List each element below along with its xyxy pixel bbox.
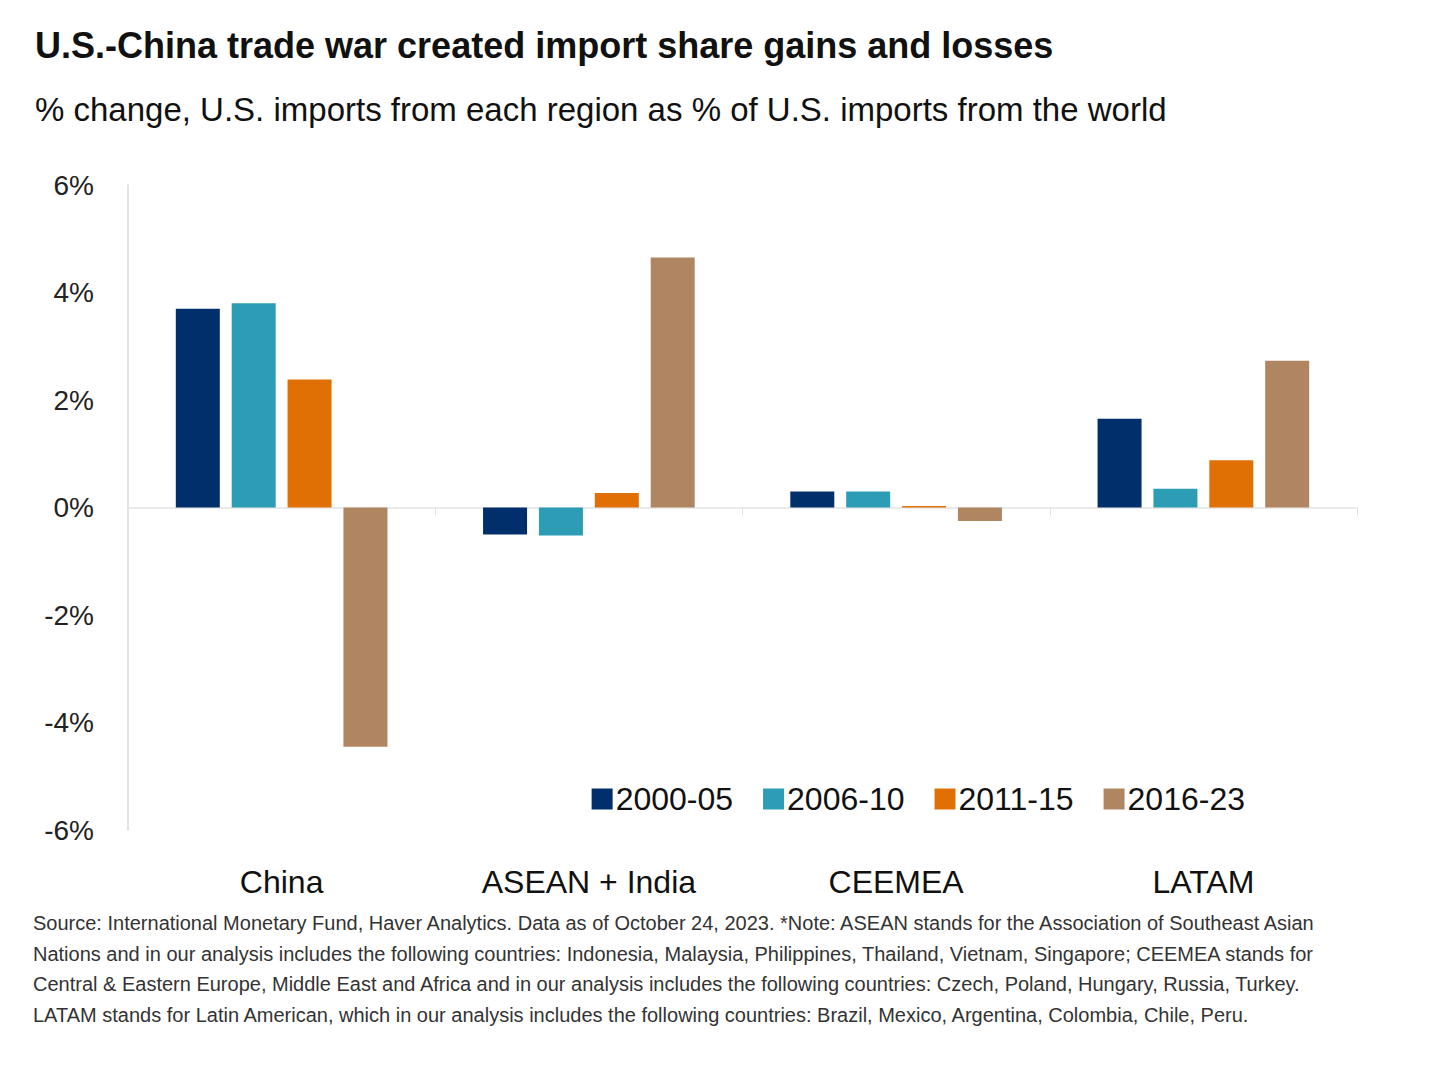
svg-text:-6%: -6% (44, 815, 94, 846)
html-text:Source: International Monetary: Source: International Monetary Fund, Hav… (33, 912, 1314, 1026)
svg-text:0%: 0% (54, 492, 94, 523)
svg-text:China: China (240, 864, 324, 900)
svg-text:2%: 2% (54, 385, 94, 416)
svg-text:2016-23: 2016-23 (1128, 781, 1245, 817)
svg-text:LATAM: LATAM (1152, 864, 1254, 900)
svg-text:4%: 4% (54, 277, 94, 308)
svg-text:% change, U.S. imports from ea: % change, U.S. imports from each region … (35, 91, 1167, 128)
svg-text:CEEMEA: CEEMEA (829, 864, 965, 900)
svg-text:ASEAN + India: ASEAN + India (482, 864, 697, 900)
svg-text:2000-05: 2000-05 (616, 781, 733, 817)
svg-text:6%: 6% (54, 170, 94, 201)
svg-text:-4%: -4% (44, 707, 94, 738)
svg-text:2011-15: 2011-15 (959, 781, 1074, 817)
svg-text:U.S.-China trade war created i: U.S.-China trade war created import shar… (35, 25, 1053, 66)
svg-text:2006-10: 2006-10 (787, 781, 904, 817)
svg-text:-2%: -2% (44, 600, 94, 631)
